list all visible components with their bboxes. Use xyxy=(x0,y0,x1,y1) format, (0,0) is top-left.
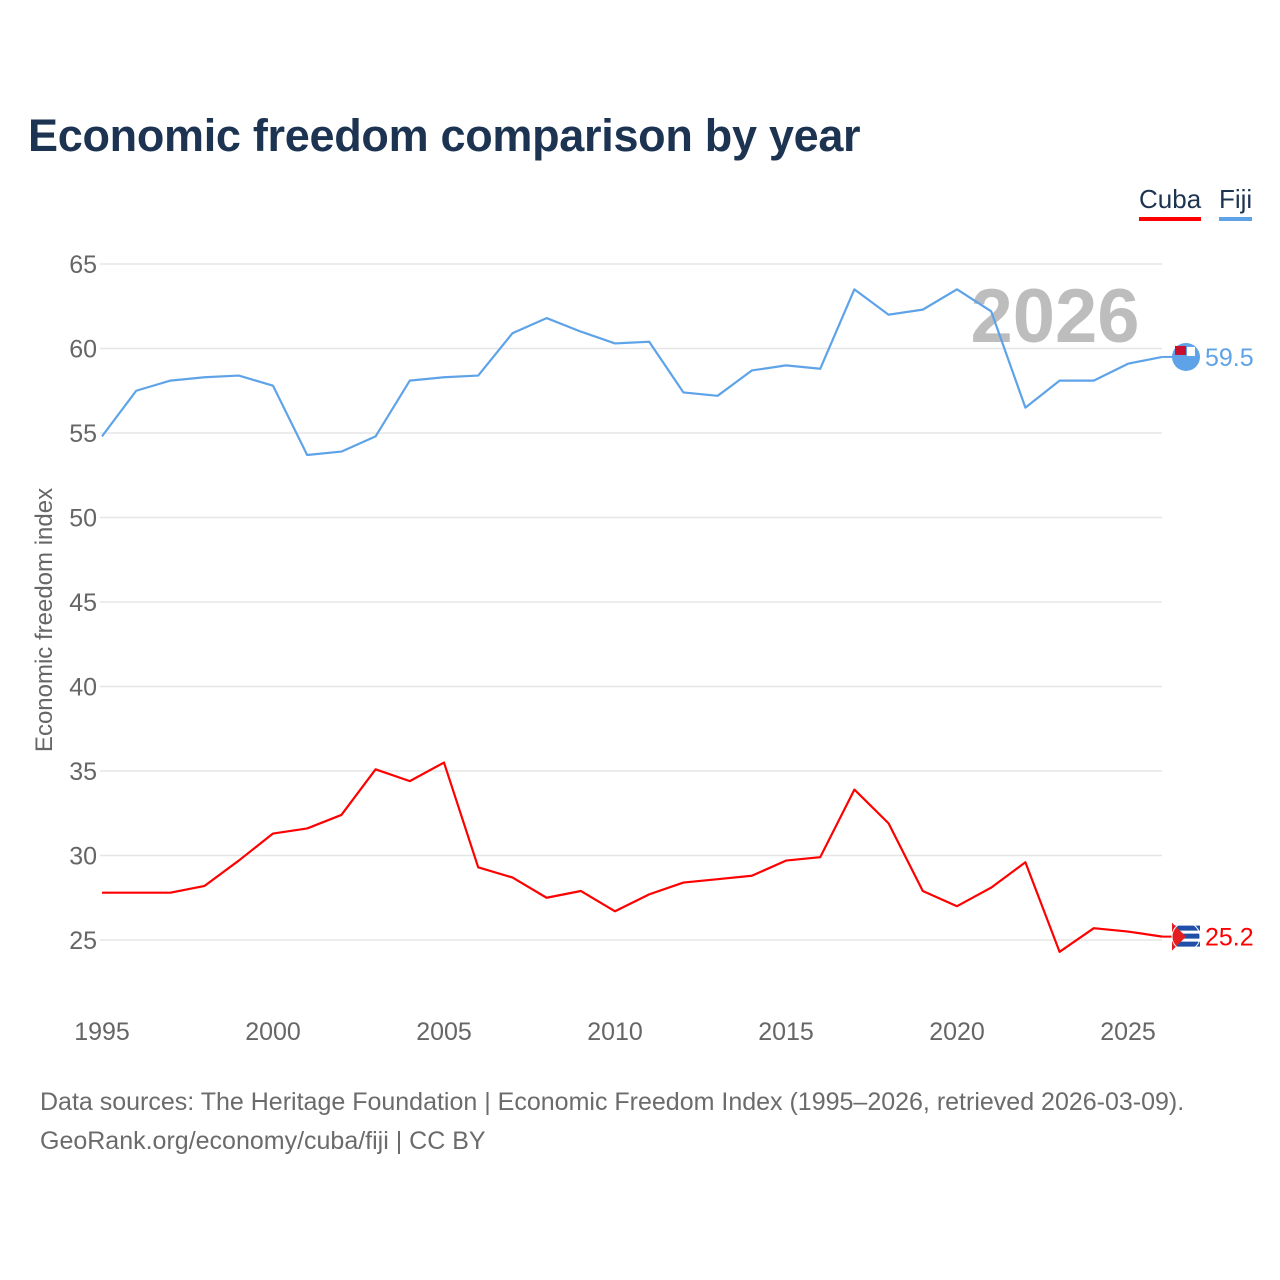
data-point-cuba xyxy=(165,888,175,898)
data-point-cuba xyxy=(302,823,312,833)
data-point-fiji xyxy=(1055,376,1065,386)
data-point-fiji xyxy=(747,365,757,375)
data-point-cuba xyxy=(405,776,415,786)
data-point-cuba xyxy=(678,878,688,888)
data-point-fiji xyxy=(371,431,381,441)
data-point-fiji xyxy=(610,338,620,348)
data-point-fiji xyxy=(268,381,278,391)
data-point-fiji xyxy=(1123,359,1133,369)
data-point-cuba xyxy=(1055,947,1065,957)
flag-triangle xyxy=(1172,922,1186,951)
x-tick-label: 2015 xyxy=(758,1018,814,1046)
data-point-fiji xyxy=(97,431,107,441)
flag-shield xyxy=(1187,346,1195,356)
data-point-cuba xyxy=(713,874,723,884)
data-point-cuba xyxy=(815,852,825,862)
year-overlay: 2026 xyxy=(970,274,1139,359)
data-point-fiji xyxy=(678,387,688,397)
y-tick-label: 35 xyxy=(69,758,97,786)
data-point-fiji xyxy=(952,284,962,294)
x-tick-label: 1995 xyxy=(74,1018,130,1046)
data-point-cuba xyxy=(952,901,962,911)
data-point-fiji xyxy=(473,371,483,381)
data-point-fiji xyxy=(234,371,244,381)
data-point-cuba xyxy=(97,888,107,898)
data-point-fiji xyxy=(131,386,141,396)
data-point-cuba xyxy=(576,886,586,896)
data-point-fiji xyxy=(1020,403,1030,413)
x-tick-label: 2020 xyxy=(929,1018,985,1046)
data-point-cuba xyxy=(781,856,791,866)
data-point-fiji xyxy=(165,376,175,386)
data-point-fiji xyxy=(302,450,312,460)
data-point-fiji xyxy=(507,328,517,338)
data-point-cuba xyxy=(884,818,894,828)
data-point-cuba xyxy=(1020,857,1030,867)
chart-title: Economic freedom comparison by year xyxy=(28,110,861,161)
data-point-fiji xyxy=(542,313,552,323)
data-point-cuba xyxy=(986,883,996,893)
y-tick-label: 25 xyxy=(69,927,97,955)
data-point-cuba xyxy=(507,872,517,882)
data-point-fiji xyxy=(918,305,928,315)
data-point-fiji xyxy=(781,360,791,370)
data-point-cuba xyxy=(1123,927,1133,937)
y-tick-label: 65 xyxy=(69,251,97,279)
legend-item-fiji[interactable]: Fiji xyxy=(1219,184,1253,221)
y-tick-label: 60 xyxy=(69,336,97,364)
end-value-label: 25.2 xyxy=(1205,924,1254,952)
x-tick-label: 2000 xyxy=(245,1018,301,1046)
data-point-fiji xyxy=(336,447,346,457)
x-tick-label: 2005 xyxy=(416,1018,472,1046)
data-point-fiji xyxy=(439,372,449,382)
data-point-cuba xyxy=(336,810,346,820)
flag-stripe xyxy=(1172,941,1200,947)
series-line-fiji xyxy=(101,288,1163,457)
legend-item-cuba[interactable]: Cuba xyxy=(1139,184,1202,221)
data-point-cuba xyxy=(131,888,141,898)
data-point-cuba xyxy=(1089,923,1099,933)
data-point-cuba xyxy=(268,829,278,839)
x-tick-label: 2010 xyxy=(587,1018,643,1046)
y-tick-label: 40 xyxy=(69,674,97,702)
data-point-fiji xyxy=(576,327,586,337)
flag-border xyxy=(1171,922,1201,952)
flag-stripe xyxy=(1172,925,1200,931)
y-tick-label: 30 xyxy=(69,843,97,871)
data-point-cuba xyxy=(439,758,449,768)
data-point-fiji xyxy=(644,337,654,347)
chart-plot: 25 30 35 40 45 50 55 60 65 1995 2000 2005 2010 2015 20… xyxy=(31,251,1254,1046)
data-point-cuba xyxy=(747,871,757,881)
data-point-fiji xyxy=(815,364,825,374)
data-point-cuba xyxy=(371,764,381,774)
x-tick-label: 2025 xyxy=(1100,1018,1156,1046)
data-point-cuba xyxy=(542,893,552,903)
flag-canton xyxy=(1175,345,1186,355)
data-point-cuba xyxy=(200,881,210,891)
series-line-cuba xyxy=(102,761,1163,953)
data-point-fiji xyxy=(986,306,996,316)
data-point-cuba xyxy=(234,856,244,866)
footer-link[interactable]: GeoRank.org/economy/cuba/fiji | CC BY xyxy=(40,1127,486,1155)
data-point-cuba xyxy=(849,785,859,795)
y-axis-label: Economic freedom index xyxy=(31,488,58,752)
data-point-fiji xyxy=(200,372,210,382)
data-point-fiji xyxy=(713,391,723,401)
data-point-fiji xyxy=(405,376,415,386)
data-point-cuba xyxy=(473,862,483,872)
y-tick-label: 55 xyxy=(69,420,97,448)
y-tick-label: 45 xyxy=(69,589,97,617)
data-point-cuba xyxy=(610,906,620,916)
data-point-fiji xyxy=(884,310,894,320)
y-tick-label: 50 xyxy=(69,505,97,533)
flag-stripe xyxy=(1172,933,1200,939)
data-point-cuba xyxy=(918,886,928,896)
data-point-cuba xyxy=(644,889,654,899)
data-point-fiji xyxy=(849,284,859,294)
data-point-fiji xyxy=(1089,376,1099,386)
footer-sources: Data sources: The Heritage Foundation | … xyxy=(40,1088,1185,1116)
end-value-label: 59.5 xyxy=(1205,344,1254,372)
